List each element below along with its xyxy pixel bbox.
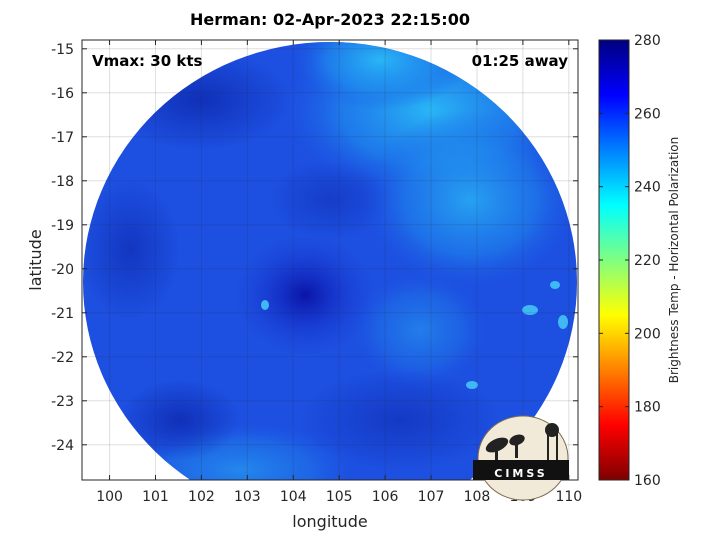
colorbar: [599, 40, 629, 480]
vmax-annotation: Vmax: 30 kts: [92, 52, 203, 70]
x-axis-label: longitude: [292, 512, 367, 531]
logo-text: CIMSS: [494, 467, 547, 480]
y-tick-label: -23: [51, 394, 74, 410]
y-tick-label: -19: [51, 218, 74, 234]
y-tick-label: -16: [51, 86, 74, 102]
y-axis-label: latitude: [26, 229, 45, 290]
y-tick-label: -18: [51, 174, 74, 190]
colorbar-tick-label: 200: [634, 326, 661, 342]
colorbar-tick-label: 160: [634, 473, 661, 489]
x-tick-label: 104: [280, 489, 307, 505]
colorbar-tick-label: 220: [634, 253, 661, 269]
y-tick-label: -15: [51, 42, 74, 58]
x-tick-label: 100: [96, 489, 123, 505]
colorbar-label: Brightness Temp - Horizontal Polarizatio…: [667, 137, 681, 384]
y-tick-label: -20: [51, 262, 74, 278]
colorbar-tick-label: 280: [634, 33, 661, 49]
x-tick-label: 106: [372, 489, 399, 505]
x-tick-label: 105: [326, 489, 353, 505]
y-tick-label: -17: [51, 130, 74, 146]
x-tick-label: 108: [464, 489, 491, 505]
satellite-swath: [83, 42, 577, 480]
x-tick-label: 107: [418, 489, 445, 505]
x-tick-label: 103: [234, 489, 261, 505]
y-tick-label: -21: [51, 306, 74, 322]
x-tick-label: 101: [142, 489, 169, 505]
cimss-logo: CIMSS: [473, 415, 569, 501]
y-tick-label: -24: [51, 438, 74, 454]
colorbar-tick-label: 180: [634, 400, 661, 416]
axes-frame: [81, 39, 579, 481]
x-tick-label: 102: [188, 489, 215, 505]
colorbar-tick-label: 260: [634, 106, 661, 122]
map-title: Herman: 02-Apr-2023 22:15:00: [190, 10, 470, 29]
x-tick-label: 110: [555, 489, 582, 505]
grid-lines: [82, 40, 578, 480]
y-tick-label: -22: [51, 350, 74, 366]
axis-ticks: 100101102103104105106107108109110-15-16-…: [51, 40, 582, 505]
colorbar-ticks: 160 180 200 220 240 260 280: [599, 33, 661, 489]
time-away-annotation: 01:25 away: [471, 52, 568, 70]
colorbar-tick-label: 240: [634, 180, 661, 196]
